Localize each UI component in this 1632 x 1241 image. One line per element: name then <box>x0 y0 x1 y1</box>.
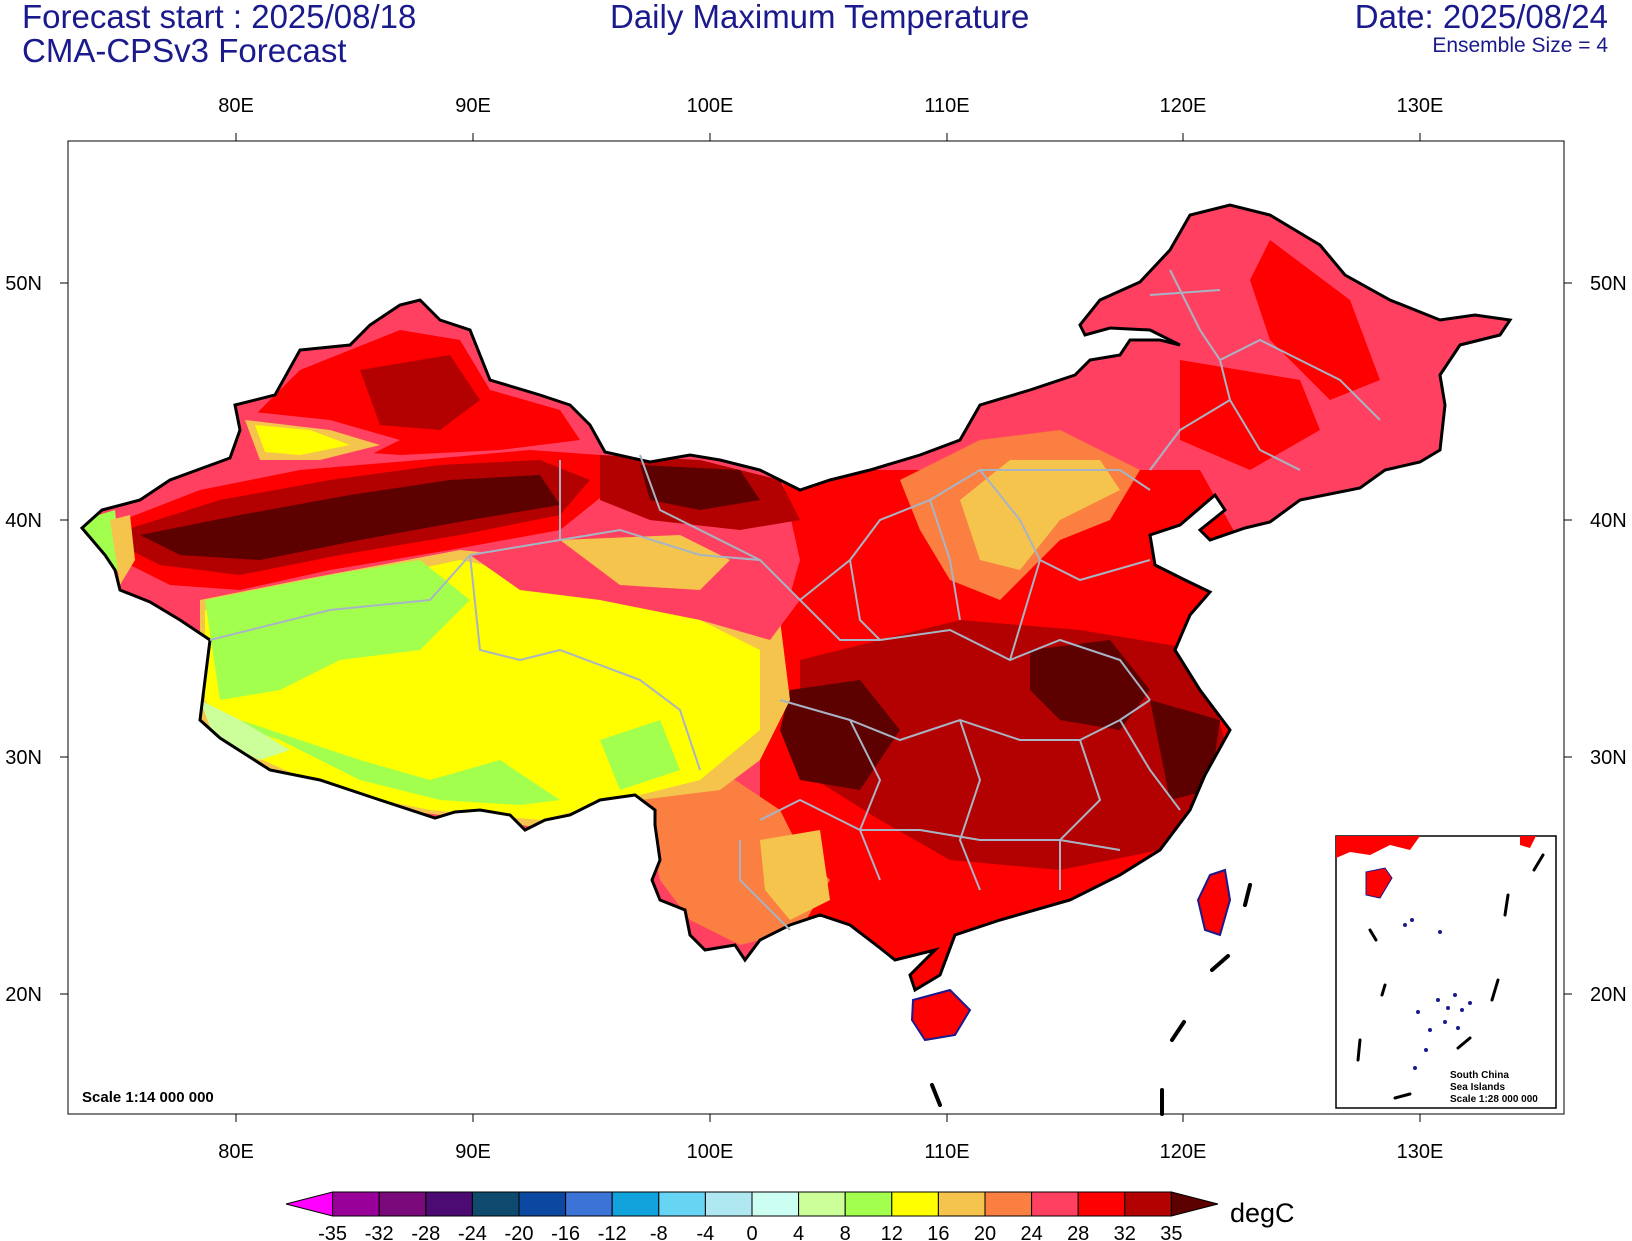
colorbar-tick-label: -16 <box>551 1223 580 1241</box>
province-borders <box>209 269 1381 931</box>
colorbar-swatch <box>518 1191 567 1217</box>
colorbar-tick-label: 20 <box>974 1223 996 1241</box>
lat-label-left: 30N <box>5 747 42 769</box>
taiwan-island <box>1196 868 1232 937</box>
axis-labels: 80E 90E 100E 110E 120E 130E 80E 90E 100E… <box>5 95 1626 1163</box>
hainan-island <box>910 988 972 1042</box>
lon-label-bottom: 100E <box>687 1141 734 1163</box>
lon-label-bottom: 130E <box>1397 1141 1444 1163</box>
lat-label-right: 50N <box>1590 273 1627 295</box>
model-label: CMA-CPSv3 Forecast <box>22 32 347 69</box>
map-title: Daily Maximum Temperature <box>610 0 1030 35</box>
colorbar-swatch <box>565 1191 613 1217</box>
country-border <box>79 203 1513 993</box>
colorbar-swatch <box>471 1191 520 1217</box>
colorbar-swatch <box>425 1191 473 1217</box>
colorbar-swatch <box>844 1191 893 1217</box>
colorbar-tick-label: 12 <box>881 1223 903 1241</box>
colorbar-tick-label: -24 <box>458 1223 487 1241</box>
forecast-date-label: Date: 2025/08/24 <box>1354 0 1608 35</box>
colorbar-tick-label: 4 <box>793 1223 804 1241</box>
colorbar-swatch <box>751 1191 800 1217</box>
lat-label-right: 30N <box>1590 747 1627 769</box>
lon-label-top: 120E <box>1160 95 1207 117</box>
colorbar-swatch <box>1124 1191 1172 1217</box>
colorbar-tick-label: 24 <box>1020 1223 1042 1241</box>
lon-label-top: 90E <box>455 95 491 117</box>
colorbar-swatch <box>285 1191 334 1217</box>
colorbar-swatch <box>891 1191 939 1217</box>
colorbar-tick-label: -20 <box>505 1223 534 1241</box>
lon-label-bottom: 90E <box>455 1141 491 1163</box>
colorbar-tick-label: -28 <box>411 1223 440 1241</box>
colorbar-swatch <box>1170 1191 1219 1217</box>
colorbar: -35 -32 -28 -24 -20 -16 -12 -8 -4 0 4 8 12 16 20 24 28 32… <box>285 1191 1219 1241</box>
lon-label-top: 130E <box>1397 95 1444 117</box>
colorbar-swatch <box>1077 1191 1126 1217</box>
inset-label: Sea Islands <box>1450 1082 1505 1093</box>
colorbar-tick-label: -12 <box>598 1223 627 1241</box>
inset-label: Scale 1:28 000 000 <box>1450 1094 1538 1105</box>
colorbar-tick-label: 16 <box>927 1223 949 1241</box>
colorbar-tick-label: 0 <box>746 1223 757 1241</box>
colorbar-tick-label: 32 <box>1114 1223 1136 1241</box>
colorbar-swatch <box>332 1191 380 1217</box>
colorbar-tick-label: -32 <box>365 1223 394 1241</box>
lat-label-left: 20N <box>5 984 42 1006</box>
map-scale-label: Scale 1:14 000 000 <box>82 1089 214 1106</box>
lon-label-top: 100E <box>687 95 734 117</box>
lon-label-bottom: 80E <box>218 1141 254 1163</box>
lat-label-right: 40N <box>1590 510 1627 532</box>
colorbar-unit-label: degC <box>1230 1198 1295 1228</box>
colorbar-swatch <box>611 1191 660 1217</box>
colorbar-swatch <box>984 1191 1033 1217</box>
colorbar-swatch <box>704 1191 753 1217</box>
colorbar-tick-label: -4 <box>697 1223 715 1241</box>
colorbar-tick-label: -8 <box>650 1223 668 1241</box>
lon-label-bottom: 120E <box>1160 1141 1207 1163</box>
colorbar-tick-label: 35 <box>1160 1223 1182 1241</box>
colorbar-tick-label: 28 <box>1067 1223 1089 1241</box>
boundary-dashes <box>930 883 1252 1116</box>
axis-ticks <box>60 133 1572 1122</box>
lon-label-top: 80E <box>218 95 254 117</box>
colorbar-swatch <box>937 1191 986 1217</box>
lon-label-top: 110E <box>924 95 969 117</box>
colorbar-tick-label: 8 <box>840 1223 851 1241</box>
ensemble-size-label: Ensemble Size = 4 <box>1432 34 1608 57</box>
inset-label: South China <box>1450 1070 1509 1081</box>
colorbar-swatch <box>378 1191 427 1217</box>
lat-label-right: 20N <box>1590 984 1627 1006</box>
colorbar-swatch <box>658 1191 706 1217</box>
colorbar-swatch <box>798 1191 846 1217</box>
colorbar-tick-label: -35 <box>318 1223 347 1241</box>
lat-label-left: 50N <box>5 273 42 295</box>
lon-label-bottom: 110E <box>924 1141 969 1163</box>
south-china-sea-inset: South China Sea Islands Scale 1:28 000 0… <box>1335 835 1557 1109</box>
forecast-start-label: Forecast start : 2025/08/18 <box>22 0 417 35</box>
lat-label-left: 40N <box>5 510 42 532</box>
colorbar-swatch <box>1031 1191 1079 1217</box>
